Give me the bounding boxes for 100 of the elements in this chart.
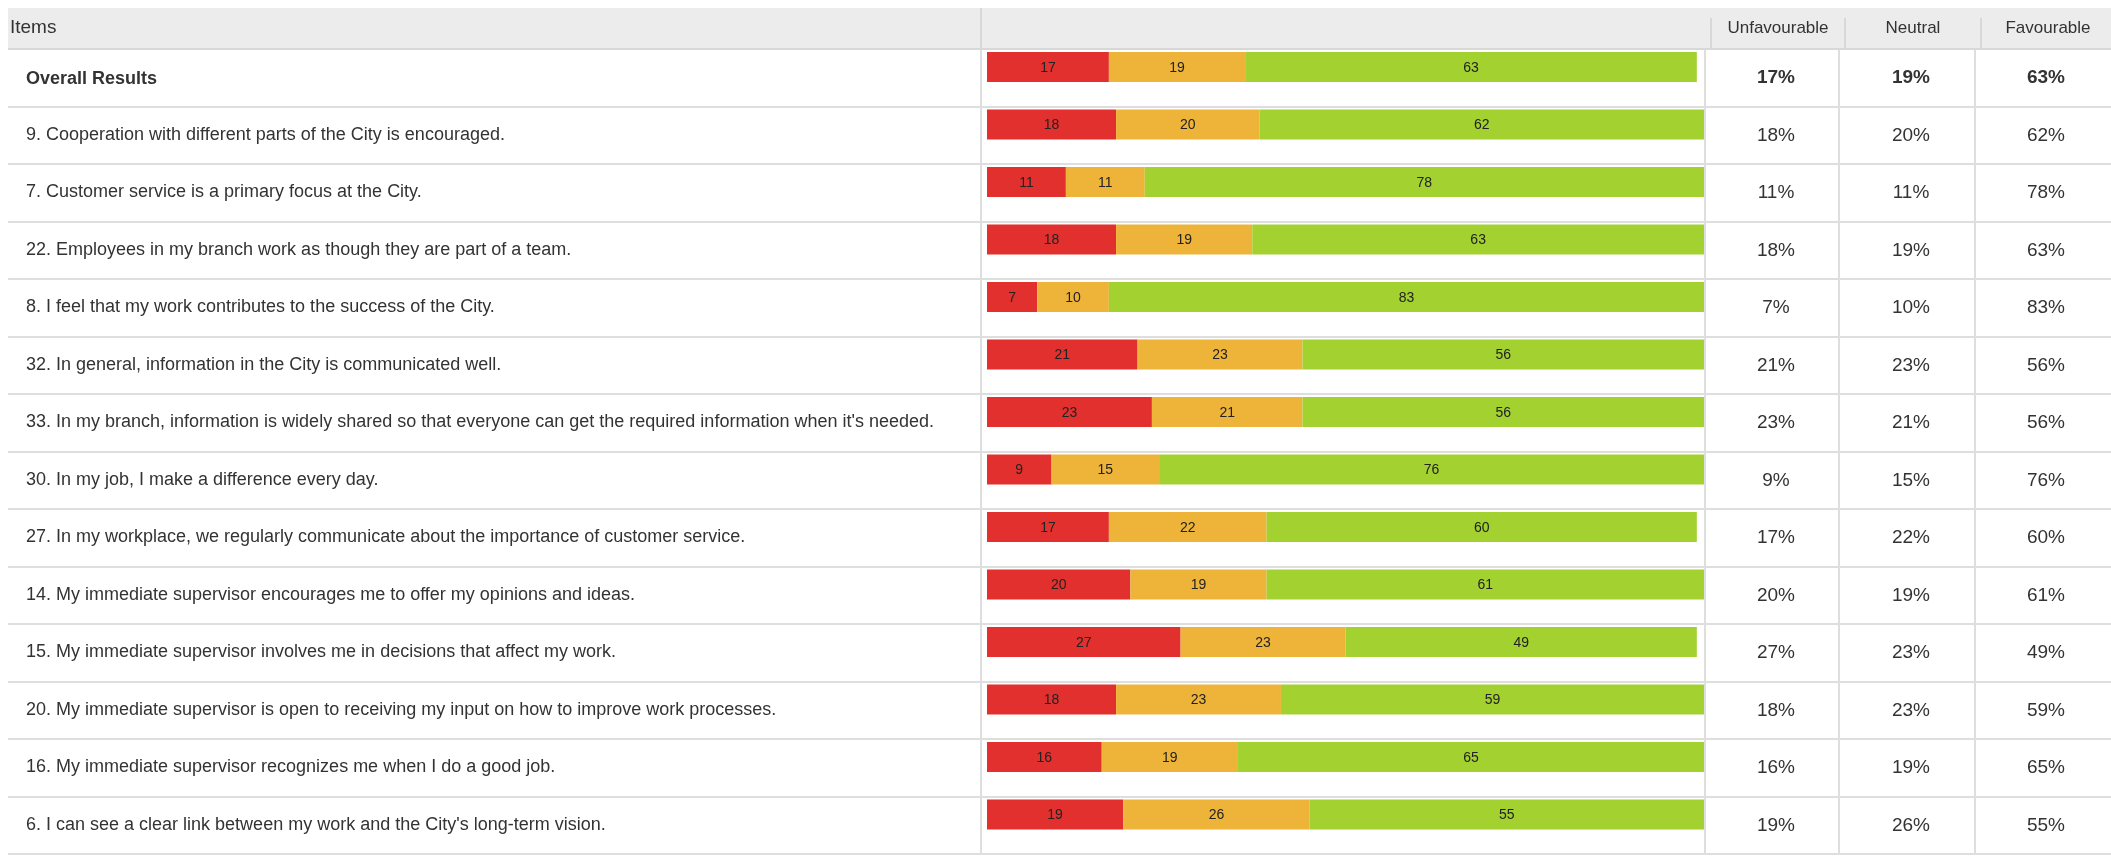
data-label: 19 <box>1169 58 1185 75</box>
data-label: 19 <box>1047 806 1064 823</box>
data-label: 18 <box>1043 231 1060 248</box>
bar <box>987 167 1066 197</box>
bar <box>1309 799 1704 830</box>
bar <box>987 224 1117 255</box>
data-label: 19 <box>1162 748 1178 765</box>
bar <box>1280 684 1704 715</box>
data-label: 78 <box>1416 173 1433 190</box>
text: 19% <box>1891 238 1931 261</box>
data-label: 21 <box>1054 346 1071 363</box>
text: 19% <box>1891 583 1931 606</box>
data-label: 10 <box>1065 288 1082 305</box>
text: 19% <box>1891 66 1931 88</box>
text: 16% <box>1756 756 1796 778</box>
data-label: 55 <box>1499 806 1515 823</box>
bar <box>1302 397 1704 427</box>
bar <box>987 742 1102 772</box>
y-tick-label: 14. My immediate supervisor encourages me to offer my opinions and ideas. <box>26 582 636 606</box>
y-tick-label: 7. Customer service is a primary focus at the City. <box>26 180 423 203</box>
text: 26% <box>1891 813 1931 836</box>
text: 63% <box>2026 66 2066 88</box>
text: 63% <box>2026 238 2066 261</box>
bar <box>1266 512 1697 542</box>
data-label: 18 <box>1043 691 1060 708</box>
text: 23% <box>1891 641 1931 663</box>
text: 22% <box>1891 526 1931 548</box>
data-label: 23 <box>1190 691 1207 708</box>
data-label: 11 <box>1019 173 1034 190</box>
bar <box>987 282 1038 312</box>
data-label: 56 <box>1495 346 1512 363</box>
text: 10% <box>1891 296 1931 318</box>
text: 20% <box>1891 123 1931 146</box>
bar <box>1116 224 1253 255</box>
bar <box>1245 52 1697 82</box>
text: 21% <box>1756 353 1796 376</box>
bar <box>1137 339 1303 370</box>
y-tick-label: 30. In my job, I make a difference every day. <box>26 467 380 491</box>
data-label: 23 <box>1255 633 1272 650</box>
y-tick-label: 20. My immediate supervisor is open to receiving my input on how to improve work processes. <box>26 697 778 721</box>
data-label: 65 <box>1463 748 1479 765</box>
text: Favourable <box>1980 18 2111 48</box>
y-tick-label: 16. My immediate supervisor recognizes me when I do a good job. <box>26 755 557 778</box>
text: 61% <box>2026 583 2066 606</box>
bar <box>1159 454 1704 485</box>
data-label: 11 <box>1098 173 1113 190</box>
data-label: 76 <box>1423 461 1440 478</box>
text: 20% <box>1756 583 1796 606</box>
bar <box>987 454 1052 485</box>
bar <box>987 799 1124 830</box>
bar <box>1130 569 1267 600</box>
y-tick-label: 27. In my workplace, we regularly communicate about the importance of customer service. <box>26 525 747 548</box>
data-label: 49 <box>1513 633 1530 650</box>
bar <box>1237 742 1704 772</box>
text: 23% <box>1891 353 1931 376</box>
bar <box>987 684 1117 715</box>
bar <box>1123 799 1310 830</box>
bar <box>987 627 1181 657</box>
text: 78% <box>2026 181 2066 203</box>
text: 15% <box>1891 468 1931 491</box>
bar <box>1051 454 1160 485</box>
data-label: 62 <box>1473 116 1490 133</box>
y-tick-label: 6. I can see a clear link between my work and the City's long-term vision. <box>26 812 607 836</box>
data-label: 22 <box>1179 518 1196 535</box>
data-label: 23 <box>1061 403 1078 420</box>
data-label: 63 <box>1463 58 1479 75</box>
bar <box>1116 109 1260 140</box>
text: 19% <box>1756 813 1796 836</box>
text: 23% <box>1891 698 1931 721</box>
data-label: 27 <box>1076 633 1092 650</box>
bar <box>1266 569 1704 600</box>
bar <box>1116 684 1281 715</box>
bar <box>1302 339 1704 370</box>
bar <box>987 52 1109 82</box>
data-label: 59 <box>1484 691 1501 708</box>
data-label: 20 <box>1050 576 1067 593</box>
text: 19% <box>1891 756 1931 778</box>
y-tick-label: 33. In my branch, information is widely shared so that everyone can get the required information when it's needed. <box>26 410 935 433</box>
bar <box>987 569 1131 600</box>
bar <box>1108 282 1704 312</box>
text: 11% <box>1891 181 1931 203</box>
data-label: 60 <box>1473 518 1490 535</box>
y-tick-label: 15. My immediate supervisor involves me in decisions that affect my work. <box>26 640 617 663</box>
data-label: 21 <box>1219 403 1236 420</box>
data-label: 19 <box>1176 231 1193 248</box>
data-label: 18 <box>1043 116 1060 133</box>
bar <box>1144 167 1704 197</box>
text: 21% <box>1891 411 1931 433</box>
bar <box>1065 167 1145 197</box>
text: 18% <box>1756 238 1796 261</box>
data-label: 17 <box>1040 518 1056 535</box>
data-label: 16 <box>1036 748 1053 765</box>
bar <box>987 512 1109 542</box>
text: Unfavourable <box>1710 18 1844 48</box>
bar <box>1180 627 1346 657</box>
text: 7% <box>1761 296 1791 318</box>
data-label: 9 <box>1015 461 1024 478</box>
text: 17% <box>1756 526 1796 548</box>
text: 49% <box>2026 641 2066 663</box>
y-axis-title: Items <box>10 16 57 38</box>
